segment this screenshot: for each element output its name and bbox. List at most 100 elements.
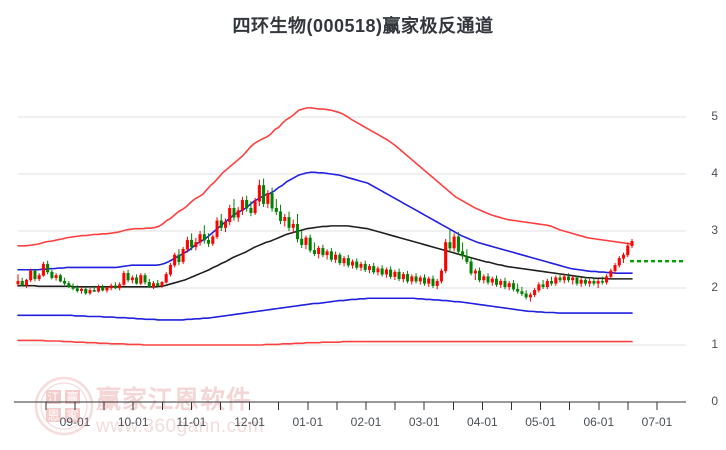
candle [346,258,350,266]
candle [465,255,469,262]
candle [151,283,156,288]
x-axis-tick-label: 01-01 [292,415,324,429]
candle [29,270,33,281]
candle [393,271,397,277]
candle [279,211,283,221]
candle [160,282,164,286]
candle [257,185,261,202]
candle [16,280,20,285]
candle [202,234,206,241]
candle [118,284,122,289]
candle [401,274,405,280]
candle [109,285,113,289]
candle [516,288,520,292]
candle [448,242,452,249]
candle [253,201,257,213]
candle [427,278,431,284]
candle [101,286,105,291]
candle [507,283,511,288]
candle [156,283,160,286]
candle [351,261,355,266]
candle [33,270,37,280]
candle [363,263,367,270]
candle [626,245,630,256]
candle [71,286,75,289]
candle [558,277,562,281]
y-axis-tick-label: 5 [711,109,718,123]
candle [533,290,537,296]
candle [168,265,172,275]
candle [376,268,380,273]
x-axis [14,401,686,410]
candle [503,280,507,288]
candle [325,251,329,256]
x-axis-tick-label: 02-01 [350,415,382,429]
x-axis-tick-label: 12-01 [234,415,265,429]
candle [143,275,147,283]
candle [84,288,88,294]
x-axis-tick-label: 11-01 [176,415,207,429]
candle [122,272,126,285]
candle [406,274,410,282]
x-axis-tick-label: 03-01 [408,415,440,429]
candle [96,286,100,292]
candle [439,270,443,282]
candle [283,217,287,221]
candle [571,277,575,281]
candle [113,285,117,289]
band-upper_inner_band [17,171,633,274]
candle [389,269,393,277]
candle [75,288,79,292]
candle [54,275,58,278]
candle [92,290,96,292]
candle [295,223,299,240]
candle [562,276,566,281]
candle [499,280,503,285]
candle [317,247,321,255]
x-axis-tick-label: 10-01 [117,415,149,429]
candle [600,280,604,283]
candle [223,221,228,228]
candle [304,237,308,245]
candle [473,270,477,274]
candle [490,278,494,283]
page-title: 四环生物(000518)赢家极反通道 [232,16,494,36]
candle [185,239,189,250]
candle [613,265,617,272]
candle [575,277,579,284]
candle [308,237,312,251]
channel-bands [17,107,633,346]
candle [164,274,168,283]
candle [435,280,439,286]
candle [528,294,532,298]
gridlines [18,116,686,346]
candle [88,290,92,294]
candle [444,242,448,272]
candle [312,250,316,255]
candle [126,272,130,281]
candle [537,284,541,291]
candle [329,251,333,260]
candle [63,280,67,284]
candle [482,276,486,281]
candle [550,280,554,284]
x-axis-tick-label: 04-01 [467,415,498,429]
band-lower_inner_band [17,297,633,321]
candle [334,254,338,260]
candle [524,293,528,298]
candle [367,266,371,270]
candle [617,258,621,266]
candle [105,287,109,291]
candle [384,269,388,275]
candle [67,283,71,288]
candle [372,266,376,273]
candle [139,275,143,284]
candle [456,236,460,252]
candle [622,254,626,259]
candle [520,291,524,294]
candle [592,280,596,284]
candle [461,251,465,257]
candlestick-series [16,178,634,302]
